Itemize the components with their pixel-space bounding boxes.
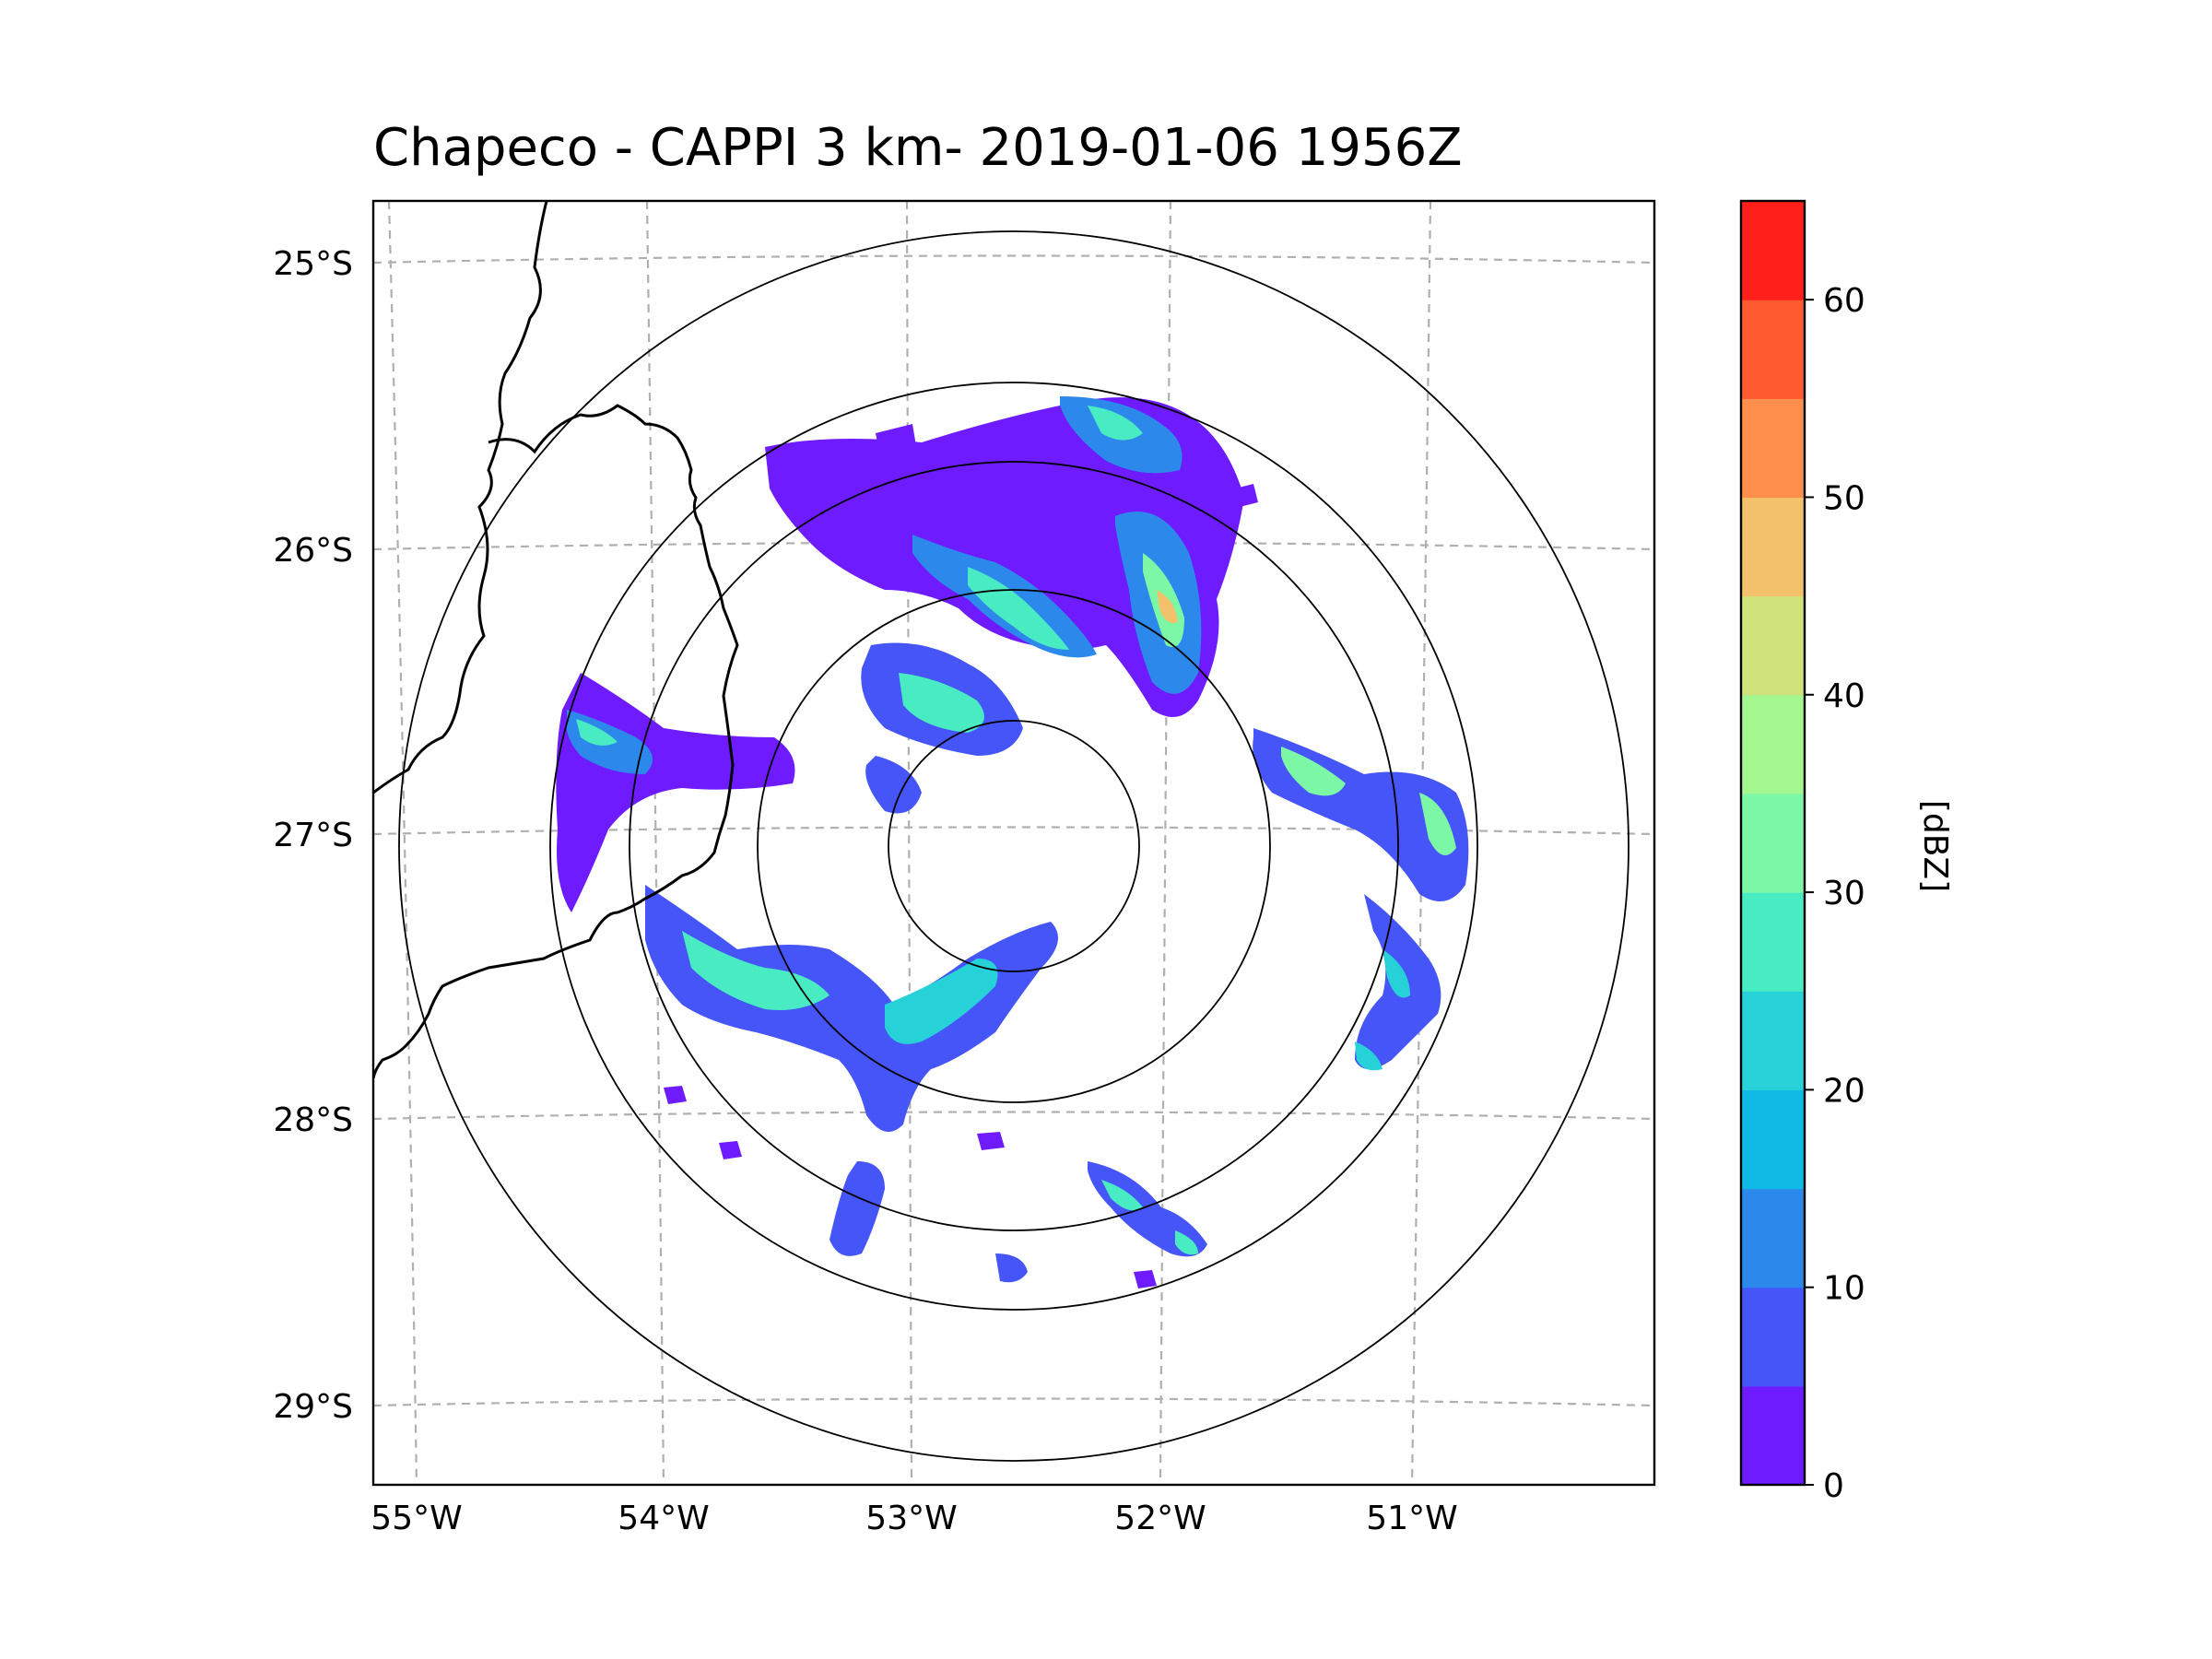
range-ring-4 [549, 382, 1478, 1311]
parallel-29s [373, 1397, 1654, 1407]
border-west [373, 201, 548, 794]
colorbar-level [1741, 300, 1805, 399]
y-tick-label: 26°S [273, 532, 353, 570]
x-tick-label: 54°W [618, 1500, 709, 1537]
colorbar-tick-label: 20 [1823, 1072, 1865, 1110]
parallel-27s [373, 826, 1654, 836]
colorbar-tick-label: 40 [1823, 677, 1865, 715]
echo-sw-base [645, 885, 1058, 1132]
echo-s-cell3 [995, 1253, 1028, 1283]
meridian-55w [387, 201, 418, 1485]
echo-region-southwest [645, 885, 1058, 1132]
colorbar-tick-label: 0 [1823, 1467, 1844, 1505]
colorbar-level [1741, 1089, 1805, 1190]
meridian-53w [905, 201, 913, 1485]
x-tick-label: 53°W [865, 1500, 957, 1537]
x-tick-label: 51°W [1366, 1500, 1457, 1537]
echo-s-cell2 [830, 1161, 885, 1256]
echo-region-west [556, 673, 795, 912]
echo-north-scatter [774, 424, 1258, 507]
colorbar-tick-label: 10 [1823, 1270, 1865, 1308]
echo-center-low [865, 756, 922, 814]
colorbar-level [1741, 398, 1805, 499]
echo-west-core [576, 719, 618, 746]
colorbar-tick-label: 30 [1823, 875, 1865, 912]
colorbar-level [1741, 497, 1805, 597]
range-ring-1 [888, 720, 1140, 972]
x-axis-ticks: 55°W 54°W 53°W 52°W 51°W [371, 1500, 1457, 1537]
echo-north-ne-core [1088, 406, 1143, 441]
echo-region-east [1253, 728, 1469, 1071]
colorbar [1739, 199, 1806, 1487]
colorbar-level [1741, 595, 1805, 696]
colorbar-level [1741, 1188, 1805, 1288]
plot-frame [371, 199, 1656, 1487]
colorbar-ticks: 0 10 20 30 40 50 60 [1805, 282, 1865, 1505]
echo-east-core [1281, 747, 1456, 855]
colorbar-level [1741, 991, 1805, 1090]
colorbar-level [1741, 793, 1805, 893]
range-ring-2 [757, 589, 1271, 1103]
echo-sw-core [682, 931, 830, 1010]
range-rings [398, 230, 1630, 1462]
echo-north-ridge [968, 567, 1069, 650]
echo-s-cell1-core [1101, 1180, 1198, 1255]
echo-center-core [899, 673, 984, 733]
colorbar-level [1741, 1287, 1805, 1387]
x-tick-label: 52°W [1114, 1500, 1206, 1537]
echo-region-south [664, 1086, 1207, 1288]
y-tick-label: 25°S [273, 245, 353, 283]
meridian-52w [1159, 201, 1172, 1485]
y-tick-label: 29°S [273, 1388, 353, 1426]
echo-region-center [861, 642, 1023, 814]
colorbar-level [1741, 694, 1805, 794]
echo-north-east-core [1157, 590, 1178, 623]
colorbar-level [1741, 201, 1805, 300]
chart-title: Chapeco - CAPPI 3 km- 2019-01-06 1956Z [373, 118, 1463, 178]
colorbar-frame [1739, 199, 1806, 1487]
colorbar-tick-label: 60 [1823, 282, 1865, 320]
y-tick-label: 27°S [273, 817, 353, 854]
meridian-54w [645, 201, 665, 1485]
y-tick-label: 28°S [273, 1101, 353, 1139]
range-ring-5 [398, 230, 1630, 1462]
colorbar-label: [dBZ] [1916, 800, 1954, 892]
colorbar-level [1741, 892, 1805, 992]
x-tick-label: 55°W [371, 1500, 462, 1537]
parallel-28s [373, 1111, 1654, 1121]
parallel-25s [373, 254, 1654, 265]
border-central [373, 404, 739, 1079]
range-ring-3 [629, 461, 1399, 1231]
colorbar-level [1741, 1385, 1805, 1486]
colorbar-tick-label: 50 [1823, 479, 1865, 517]
echo-east-arc-core [1355, 949, 1410, 1071]
y-axis-ticks: 25°S 26°S 27°S 28°S 29°S [273, 245, 353, 1426]
state-borders [373, 201, 739, 1079]
echo-sw-arm [885, 959, 998, 1044]
